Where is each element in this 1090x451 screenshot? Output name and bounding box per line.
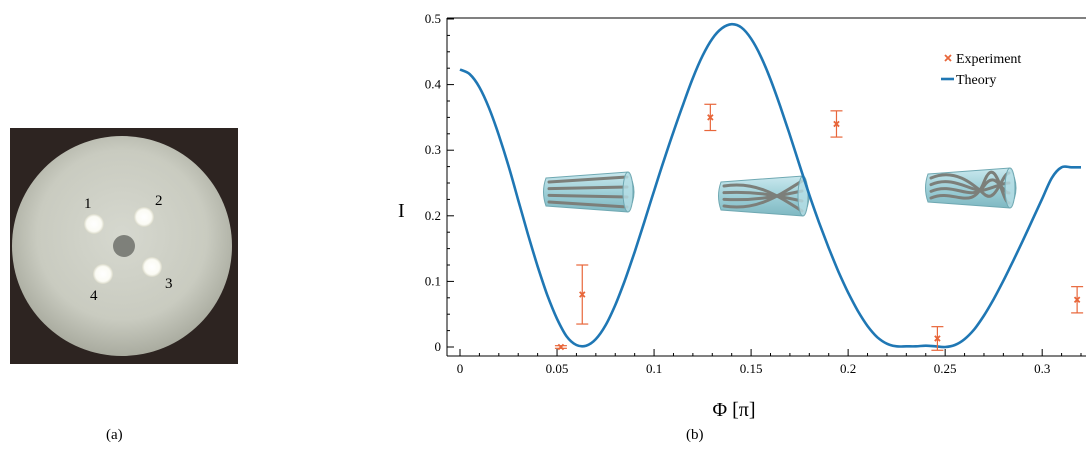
fiber-body <box>718 175 810 217</box>
spot-label-1: 1 <box>84 196 92 212</box>
fiber-core <box>547 193 629 199</box>
fiber-core <box>929 180 1011 192</box>
experiment-point <box>830 110 843 138</box>
fiber-end-face <box>1004 167 1016 209</box>
experiment-marker <box>1073 296 1081 304</box>
theory-curve <box>459 22 1081 349</box>
fiber-facet-svg: 1 2 3 4 <box>10 128 238 364</box>
axes: 0 0.1 0.2 0.3 0.4 0.5 0 0.05 0.1 0.15 0.2 0.25 0.3 <box>425 11 1086 376</box>
experiment-series <box>554 103 1084 351</box>
x-axis-label: Φ [π] <box>712 399 755 421</box>
y-tick-label: 0.5 <box>425 11 441 26</box>
experiment-point <box>554 343 567 351</box>
fiber-end-face <box>622 171 634 213</box>
experiment-point <box>576 264 589 325</box>
spot-label-3: 3 <box>165 276 173 292</box>
caption-b: (b) <box>686 427 704 443</box>
light-spot-2 <box>134 207 154 227</box>
y-tick-label: 0.2 <box>425 208 441 223</box>
fiber-core <box>547 175 629 184</box>
fiber-center-core <box>113 235 135 257</box>
y-tick-label: 0 <box>435 339 442 354</box>
x-tick-label: 0.1 <box>646 361 662 376</box>
experiment-marker <box>557 343 565 351</box>
y-tick-label: 0.1 <box>425 273 441 288</box>
y-tick-label: 0.3 <box>425 142 441 157</box>
experiment-marker <box>833 120 840 128</box>
fiber-core <box>547 185 629 191</box>
fiber-core <box>929 171 1011 198</box>
experiment-point <box>931 326 944 351</box>
light-spot-3 <box>142 257 162 277</box>
y-axis-label: I <box>398 200 405 222</box>
x-tick-label: 0.3 <box>1034 361 1050 376</box>
fiber-core <box>722 190 804 203</box>
x-tick-label: 0.05 <box>546 361 569 376</box>
straight-fiber-illustration <box>543 171 635 213</box>
experiment-marker <box>579 291 586 298</box>
light-spot-1 <box>84 214 104 234</box>
spot-label-2: 2 <box>155 193 163 209</box>
light-spot-4 <box>93 264 113 284</box>
spot-label-4: 4 <box>90 288 98 304</box>
twisted-fiber-illustration <box>718 175 810 217</box>
x-tick-label: 0.25 <box>934 361 957 376</box>
caption-a: (a) <box>106 427 123 443</box>
x-tick-label: 0.15 <box>740 361 763 376</box>
fiber-core <box>722 183 804 213</box>
legend-experiment-marker <box>944 54 952 62</box>
y-tick-label: 0.4 <box>425 77 442 92</box>
fiber-core <box>722 179 804 209</box>
legend-theory-label: Theory <box>956 73 996 88</box>
fiber-end-face <box>797 175 809 217</box>
experiment-point <box>704 103 717 132</box>
experiment-point <box>1071 286 1084 314</box>
fiber-illustrations <box>543 167 1017 217</box>
fiber-core <box>929 170 1011 205</box>
x-tick-label: 0 <box>457 361 464 376</box>
legend-experiment-label: Experiment <box>956 52 1021 67</box>
fiber-core <box>547 200 629 209</box>
experiment-marker <box>707 114 714 121</box>
theory-series <box>459 22 1081 349</box>
fiber-facet-image: 1 2 3 4 <box>10 128 238 364</box>
x-tick-label: 0.2 <box>840 361 856 376</box>
experiment-marker <box>934 335 941 342</box>
fiber-core <box>722 189 804 202</box>
strongly-twisted-fiber-illustration <box>925 167 1017 209</box>
legend: Experiment Theory <box>941 52 1021 88</box>
